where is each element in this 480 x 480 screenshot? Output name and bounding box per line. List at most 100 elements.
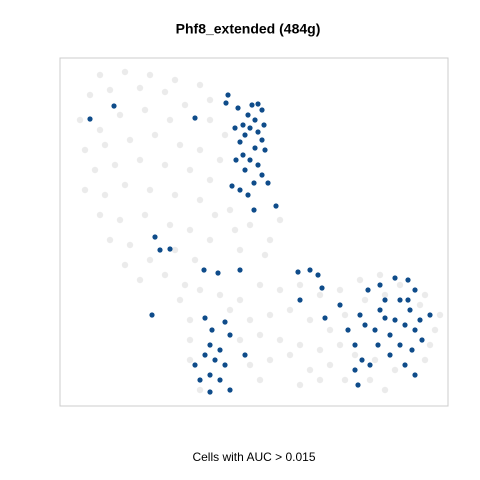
point xyxy=(397,297,403,303)
point xyxy=(232,125,238,131)
point xyxy=(296,341,304,349)
point xyxy=(376,271,384,279)
point xyxy=(256,281,264,289)
point xyxy=(229,183,235,189)
point xyxy=(436,311,444,319)
point xyxy=(101,191,109,199)
point xyxy=(237,187,243,193)
point xyxy=(365,287,371,293)
point xyxy=(256,376,264,384)
point xyxy=(337,302,343,308)
point xyxy=(245,112,251,118)
point xyxy=(136,276,144,284)
point xyxy=(355,382,361,388)
point xyxy=(236,296,244,304)
point xyxy=(192,115,198,121)
point xyxy=(226,306,234,314)
chart-title: Phf8_extended (484g) xyxy=(176,21,321,37)
plot-frame xyxy=(59,57,449,407)
point xyxy=(255,129,261,135)
point xyxy=(167,246,173,252)
point xyxy=(412,372,418,378)
point xyxy=(246,221,254,229)
point xyxy=(319,285,325,291)
point xyxy=(377,282,383,288)
point xyxy=(76,116,84,124)
point xyxy=(216,291,224,299)
point xyxy=(316,291,324,299)
point xyxy=(405,297,411,303)
point xyxy=(181,101,189,109)
point xyxy=(222,319,228,325)
point xyxy=(146,71,154,79)
point xyxy=(392,275,398,281)
point xyxy=(202,315,208,321)
point xyxy=(126,241,134,249)
point xyxy=(111,103,117,109)
point xyxy=(357,312,363,318)
point xyxy=(186,336,194,344)
point xyxy=(207,389,213,395)
point xyxy=(297,297,303,303)
point xyxy=(161,161,169,169)
point xyxy=(196,196,204,204)
point xyxy=(222,362,228,368)
point xyxy=(201,267,207,273)
point xyxy=(255,162,261,168)
point xyxy=(87,116,93,122)
point xyxy=(276,216,284,224)
point xyxy=(345,327,351,333)
point xyxy=(221,131,229,139)
point xyxy=(106,236,114,244)
point xyxy=(326,326,334,334)
point xyxy=(412,327,418,333)
point xyxy=(341,311,349,319)
point xyxy=(217,377,223,383)
point xyxy=(101,141,109,149)
point xyxy=(387,352,393,358)
point xyxy=(141,211,149,219)
point xyxy=(397,342,403,348)
point xyxy=(402,322,408,328)
point xyxy=(351,351,359,359)
point xyxy=(286,306,294,314)
point xyxy=(235,105,241,111)
point xyxy=(382,315,388,321)
point xyxy=(217,347,223,353)
point xyxy=(262,147,268,153)
point xyxy=(223,100,229,106)
point xyxy=(356,276,364,284)
point xyxy=(381,291,389,299)
point xyxy=(417,317,423,323)
point xyxy=(206,176,214,184)
point xyxy=(276,286,284,294)
points xyxy=(76,68,444,395)
point xyxy=(186,316,194,324)
point xyxy=(259,172,265,178)
point xyxy=(409,347,415,353)
point xyxy=(166,221,174,229)
point xyxy=(202,352,208,358)
point xyxy=(212,357,218,363)
point xyxy=(106,86,114,94)
point xyxy=(316,376,324,384)
point xyxy=(266,311,274,319)
point xyxy=(273,203,279,209)
point xyxy=(186,356,194,364)
point xyxy=(426,341,434,349)
point xyxy=(352,367,358,373)
point xyxy=(81,186,89,194)
point xyxy=(391,366,399,374)
point xyxy=(242,132,248,138)
point xyxy=(196,146,204,154)
point xyxy=(252,117,258,123)
point xyxy=(416,301,424,309)
point xyxy=(96,71,104,79)
point xyxy=(396,281,404,289)
point xyxy=(161,88,169,96)
point xyxy=(249,102,255,108)
point xyxy=(171,246,179,254)
point xyxy=(136,156,144,164)
point xyxy=(116,216,124,224)
point xyxy=(255,101,261,107)
